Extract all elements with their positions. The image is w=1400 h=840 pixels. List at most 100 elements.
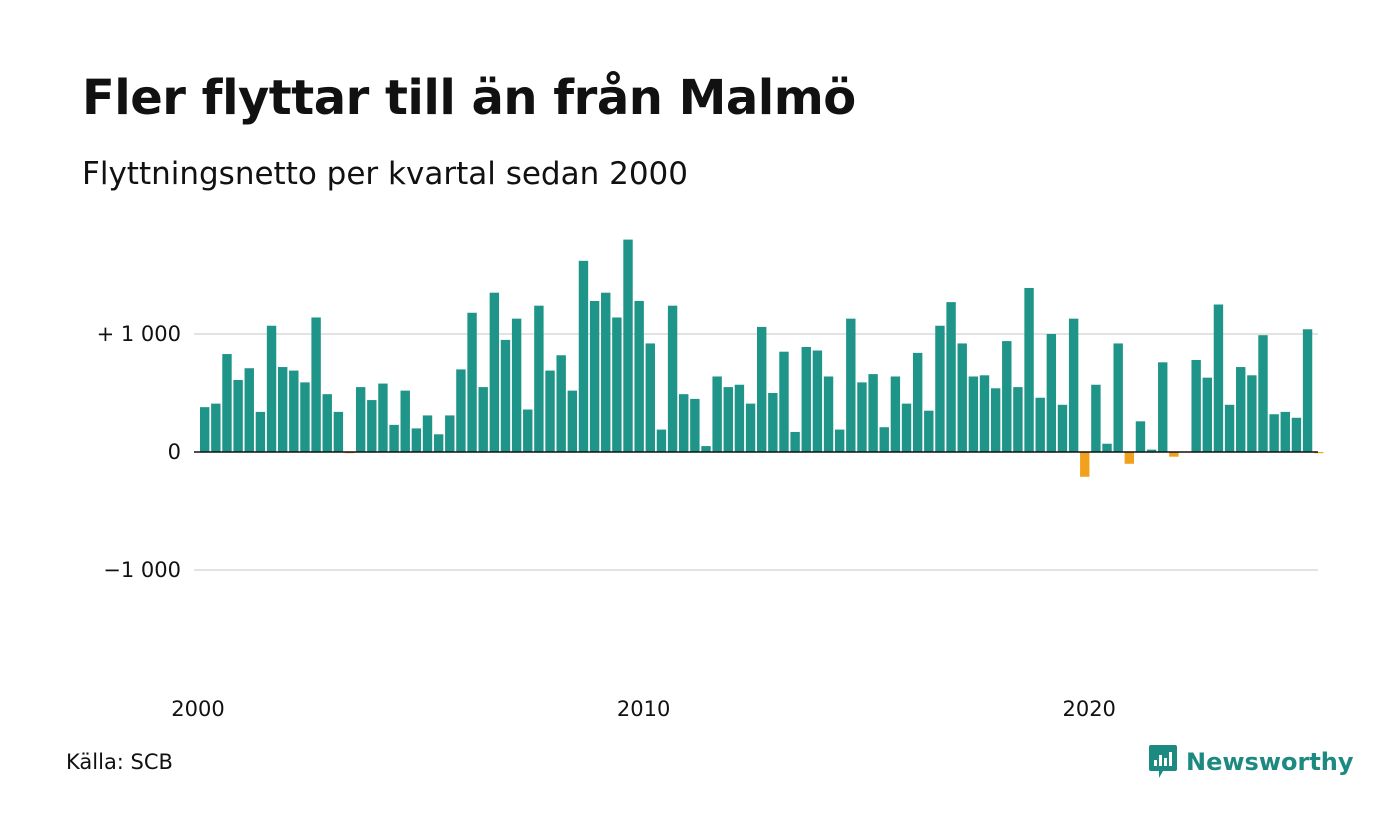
x-tick-label: 2000 [171, 697, 224, 721]
bar [790, 431, 800, 452]
chart-title: Fler flyttar till än från Malmö [82, 70, 856, 126]
bar [924, 410, 934, 452]
bar [333, 411, 344, 452]
bar [422, 415, 433, 452]
bar [679, 394, 689, 452]
bar [467, 312, 477, 452]
bar [1035, 397, 1045, 452]
bar [1113, 343, 1123, 452]
bar [1080, 452, 1090, 477]
bar [244, 368, 254, 452]
bar [601, 292, 611, 452]
bar [723, 387, 733, 452]
bar [556, 355, 566, 452]
bar [1280, 411, 1290, 452]
bar [656, 429, 667, 452]
bar [311, 317, 321, 452]
bar [277, 367, 288, 452]
bar [478, 387, 488, 452]
bar [545, 370, 555, 452]
bar [801, 346, 811, 452]
y-tick-label: −1 000 [103, 558, 181, 582]
bar [456, 369, 466, 452]
bar [1013, 387, 1023, 452]
bar [433, 434, 444, 452]
bar [823, 376, 834, 452]
bar [222, 354, 232, 452]
bar [779, 351, 789, 452]
bar [734, 384, 745, 452]
bar [1146, 449, 1157, 452]
bar [868, 374, 878, 452]
bar [879, 427, 889, 452]
brand-logo: Newsworthy [1148, 744, 1354, 780]
bar [389, 424, 399, 452]
bar [1135, 421, 1146, 452]
bar [812, 350, 823, 452]
bar [1224, 404, 1235, 452]
bar [1302, 329, 1313, 452]
bar [623, 239, 633, 452]
bar [534, 305, 544, 452]
axis: + 1 000 0 −1 000 2000 2010 2020 [97, 322, 1318, 721]
bar [968, 376, 979, 452]
bar [200, 407, 210, 452]
bar [1269, 414, 1279, 452]
bar [1291, 417, 1302, 452]
x-tick-label: 2010 [617, 697, 670, 721]
bar [846, 318, 856, 452]
bar [979, 375, 990, 452]
bar [289, 370, 299, 452]
source-note: Källa: SCB [66, 750, 173, 774]
bar [1158, 362, 1168, 452]
bar [511, 318, 522, 452]
bar [712, 376, 722, 452]
bar [990, 388, 1001, 452]
bar [1314, 452, 1324, 454]
bar [1002, 341, 1012, 452]
bar [1169, 452, 1179, 457]
bar [1213, 304, 1224, 452]
grid-lines [194, 333, 1318, 571]
bar [645, 343, 655, 452]
y-tick-label: 0 [168, 440, 181, 464]
bar [211, 403, 221, 452]
bar [1247, 375, 1257, 452]
bar [578, 260, 589, 452]
bar [500, 339, 511, 452]
bar [1024, 287, 1034, 452]
y-tick-label: + 1 000 [97, 322, 181, 346]
bar [946, 302, 956, 452]
bar [1124, 452, 1135, 464]
bar [300, 382, 310, 452]
bar [690, 398, 700, 452]
bar [834, 429, 845, 452]
bar [1191, 359, 1201, 452]
bar [957, 343, 967, 452]
bar [378, 383, 388, 452]
bar [322, 394, 332, 452]
bar [935, 325, 945, 452]
bar [701, 446, 711, 452]
bars [200, 239, 1324, 477]
newsworthy-logo-icon [1149, 745, 1177, 778]
x-tick-label: 2020 [1062, 697, 1115, 721]
bar [233, 380, 243, 452]
bar [367, 400, 377, 452]
bar [1102, 443, 1112, 452]
bar [768, 393, 778, 452]
bar [1236, 367, 1246, 452]
chart-subtitle: Flyttningsnetto per kvartal sedan 2000 [82, 156, 688, 192]
bar [745, 403, 756, 452]
brand-name: Newsworthy [1186, 748, 1354, 776]
bar [634, 300, 644, 452]
bar [757, 326, 767, 452]
bar [890, 376, 901, 452]
bar [857, 382, 867, 452]
bar [1068, 318, 1079, 452]
bar [1091, 384, 1101, 452]
bar [255, 411, 266, 452]
bar [912, 352, 923, 452]
bar [901, 403, 912, 452]
bar [567, 390, 578, 452]
